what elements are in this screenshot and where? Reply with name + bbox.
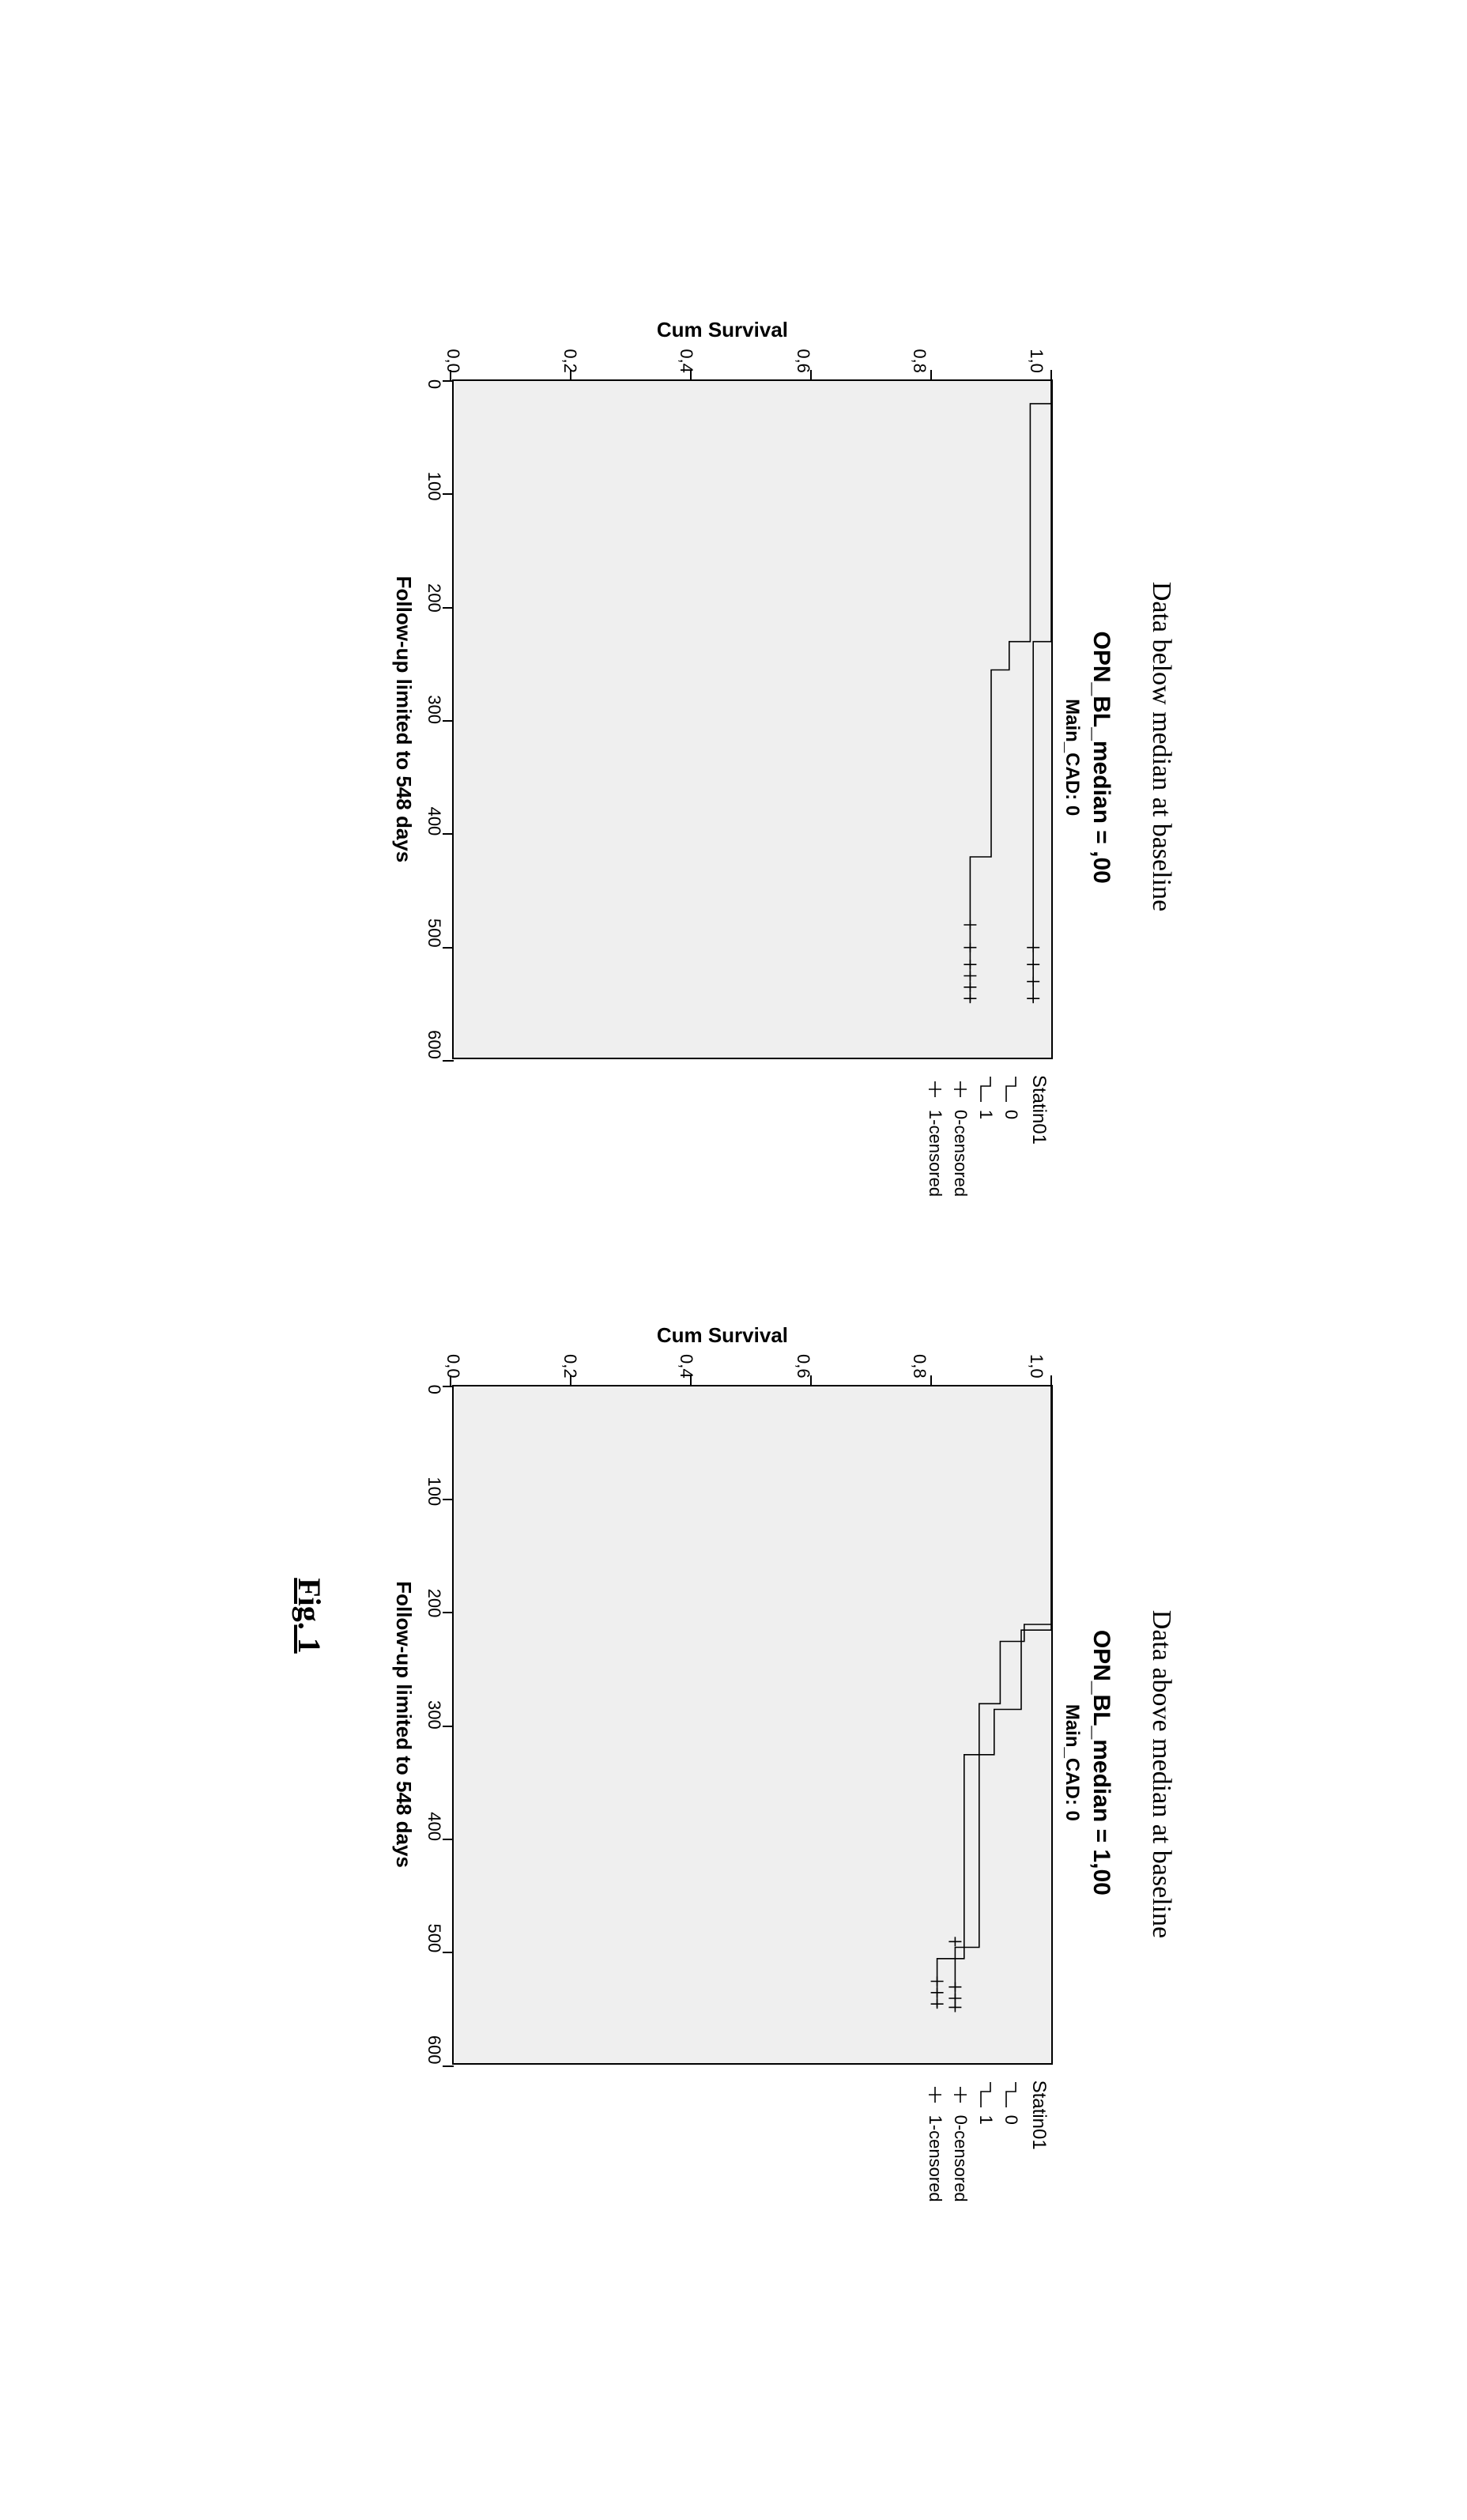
- legend-item: 1-censored: [925, 1075, 945, 1197]
- legend-item-label: 0: [1001, 1110, 1021, 1119]
- right-plot-area: [452, 1385, 1053, 2065]
- left-legend: Statin01 01 0-censored1-censored: [920, 1075, 1050, 1197]
- page-rotated: Data below median at baseline Data above…: [0, 0, 1467, 2520]
- legend-item-label: 1: [975, 1110, 996, 1119]
- censor-mark-icon: [952, 2081, 968, 2109]
- legend-item-label: 1-censored: [925, 2115, 945, 2202]
- left-x-ticks: 0100200300400500600: [424, 379, 444, 1059]
- left-y-ticks: 1,00,80,60,40,20,0: [452, 349, 1053, 373]
- legend-title: Statin01: [1028, 1075, 1050, 1197]
- legend-item-label: 1-censored: [925, 1110, 945, 1197]
- legend-item: 0: [1001, 2081, 1021, 2202]
- right-chart-title: OPN_BL_median = 1,00: [1088, 1630, 1114, 1896]
- right-chart-subtitle: Main_CAD: 0: [1061, 1704, 1083, 1821]
- legend-item: 1-censored: [925, 2081, 945, 2202]
- left-x-axis-label: Follow-up limited to 548 days: [391, 379, 416, 1059]
- censor-mark-icon: [927, 1075, 943, 1103]
- figure-label: Fig. 1: [291, 1578, 328, 1654]
- left-y-axis-label: Cum Survival: [656, 318, 787, 342]
- right-chart-with-axes: Cum Survival 1,00,80,60,40,20,0 01002003…: [391, 1323, 1053, 2065]
- left-chart-title: OPN_BL_median = ,00: [1088, 632, 1114, 884]
- legend-item: 1: [975, 2081, 996, 2202]
- right-x-axis-label: Follow-up limited to 548 days: [391, 1385, 416, 2065]
- header-left: Data below median at baseline: [1146, 582, 1176, 911]
- step-line-icon: [978, 1075, 994, 1103]
- left-chart-and-legend: Cum Survival 1,00,80,60,40,20,0 01002003…: [391, 318, 1053, 1197]
- legend-item: 1: [975, 1075, 996, 1197]
- right-x-ticks: 0100200300400500600: [424, 1385, 444, 2065]
- legend-item-label: 0-censored: [950, 1110, 971, 1197]
- step-line-icon: [978, 2081, 994, 2109]
- legend-item: 0-censored: [950, 2081, 971, 2202]
- right-plot-column: 0100200300400500600 Follow-up limited to…: [391, 1385, 1053, 2065]
- legend-item-label: 1: [975, 2115, 996, 2125]
- censor-mark-icon: [952, 1075, 968, 1103]
- left-plot-area: [452, 379, 1053, 1059]
- legend-item: 0-censored: [950, 1075, 971, 1197]
- left-chart-with-axes: Cum Survival 1,00,80,60,40,20,0 01002003…: [391, 318, 1053, 1059]
- legend-item-label: 0: [1001, 2115, 1021, 2125]
- header-right: Data above median at baseline: [1146, 1610, 1176, 1938]
- right-legend: Statin01 01 0-censored1-censored: [920, 2081, 1050, 2202]
- right-chart-and-legend: Cum Survival 1,00,80,60,40,20,0 01002003…: [391, 1323, 1053, 2202]
- legend-title: Statin01: [1028, 2081, 1050, 2202]
- legend-item-label: 0-censored: [950, 2115, 971, 2202]
- step-line-icon: [1003, 2081, 1019, 2109]
- left-chart-block: OPN_BL_median = ,00 Main_CAD: 0 Cum Surv…: [391, 318, 1114, 1197]
- charts-row: OPN_BL_median = ,00 Main_CAD: 0 Cum Surv…: [391, 318, 1114, 2201]
- right-chart-block: OPN_BL_median = 1,00 Main_CAD: 0 Cum Sur…: [391, 1323, 1114, 2202]
- right-y-ticks: 1,00,80,60,40,20,0: [452, 1354, 1053, 1379]
- left-chart-subtitle: Main_CAD: 0: [1061, 699, 1083, 816]
- header-row: Data below median at baseline Data above…: [1146, 232, 1176, 2288]
- step-line-icon: [1003, 1075, 1019, 1103]
- right-y-axis-label: Cum Survival: [656, 1323, 787, 1348]
- left-plot-column: 0100200300400500600 Follow-up limited to…: [391, 379, 1053, 1059]
- censor-mark-icon: [927, 2081, 943, 2109]
- legend-item: 0: [1001, 1075, 1021, 1197]
